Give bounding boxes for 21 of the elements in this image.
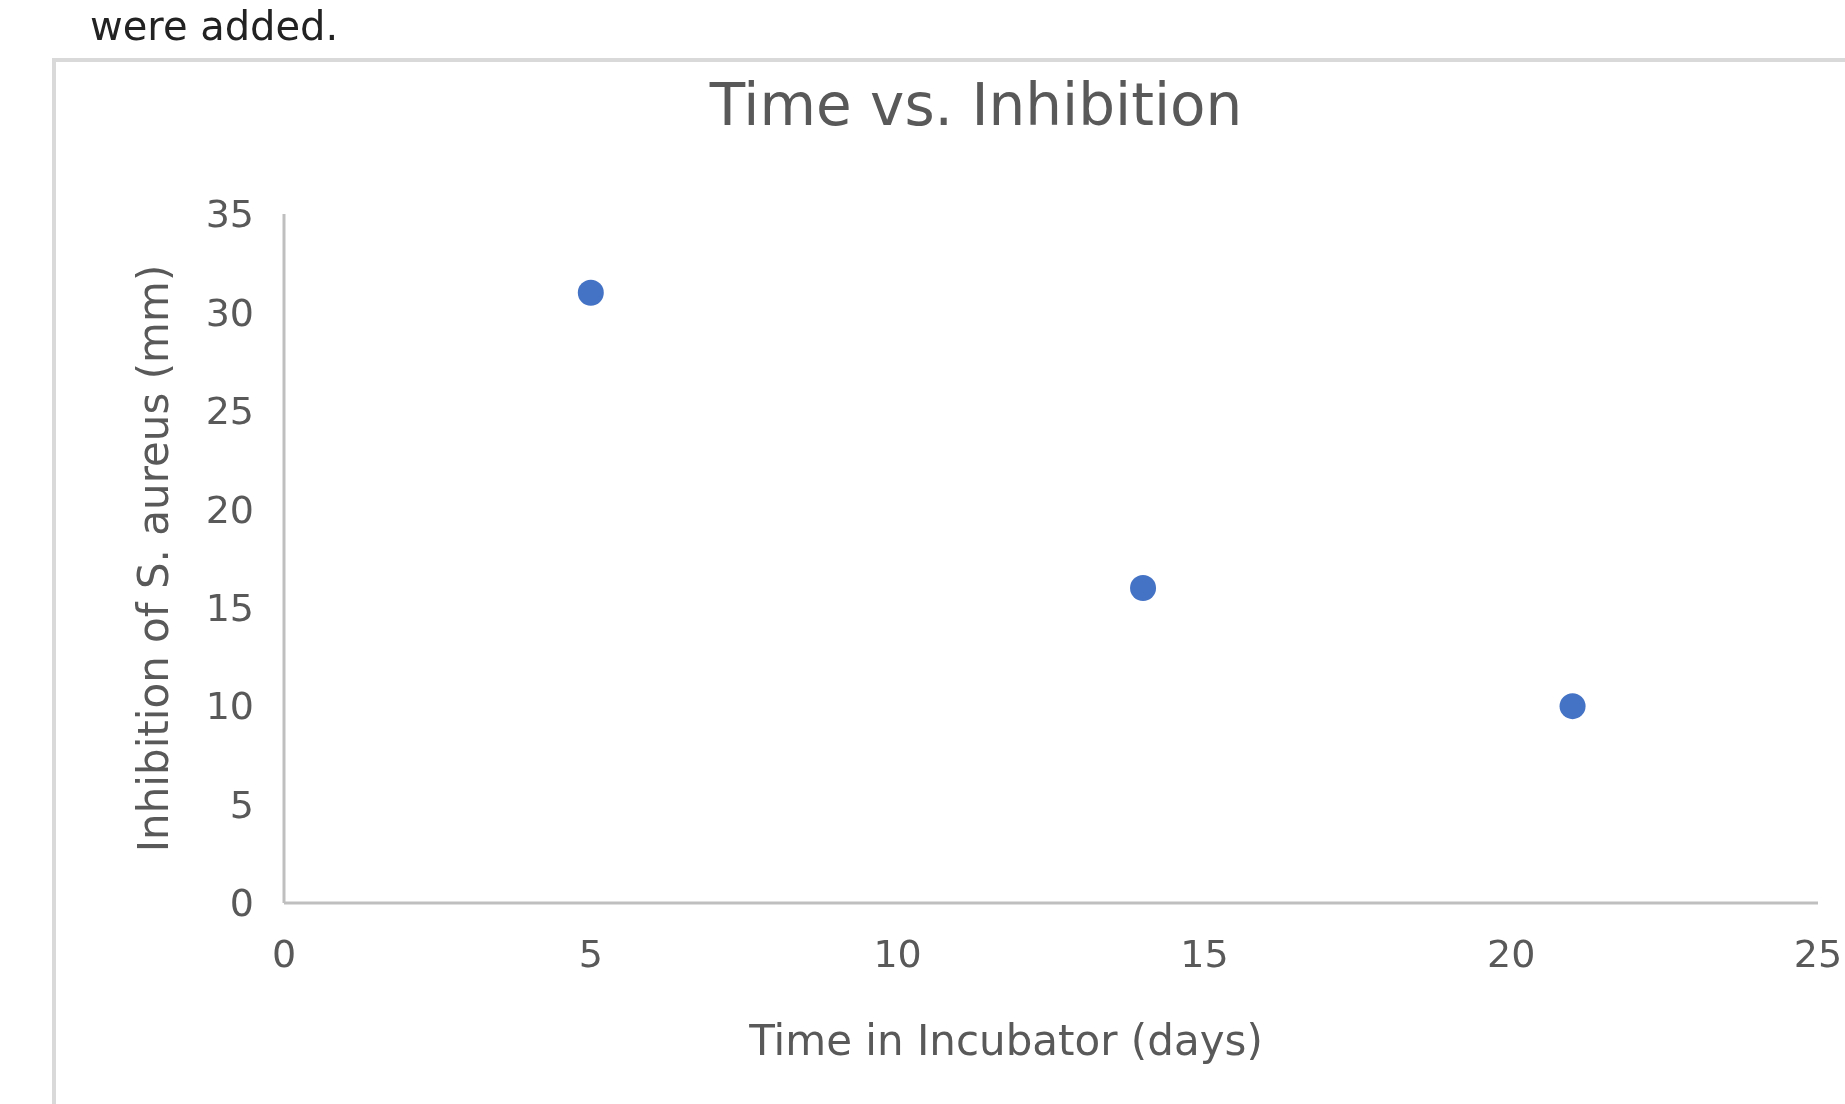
y-tick-label: 0: [229, 881, 254, 926]
x-tick-label: 20: [1487, 932, 1536, 976]
y-tick-label: 30: [205, 290, 254, 335]
point: [1130, 575, 1157, 601]
y-tick-label: 20: [205, 487, 254, 532]
x-axis-title: Time in Incubator (days): [748, 1016, 1263, 1065]
point: [577, 279, 604, 306]
y-tick-label: 10: [205, 684, 254, 729]
x-tick-label: 10: [873, 932, 922, 976]
x-tick-label: 15: [1180, 932, 1229, 976]
y-tick-label: 25: [205, 389, 254, 434]
chart-title: Time vs. Inhibition: [708, 71, 1243, 139]
x-tick-label: 5: [578, 932, 603, 976]
point: [1559, 693, 1586, 720]
y-tick-label: 35: [205, 192, 254, 237]
x-tick-label: 25: [1793, 932, 1843, 976]
text: were added.: [90, 3, 339, 49]
y-tick-label: 5: [229, 782, 254, 827]
x-tick-label: 0: [271, 932, 297, 976]
y-axis-title: Inhibition of S. aureus (mm): [129, 264, 178, 853]
y-tick-label: 15: [205, 586, 254, 631]
